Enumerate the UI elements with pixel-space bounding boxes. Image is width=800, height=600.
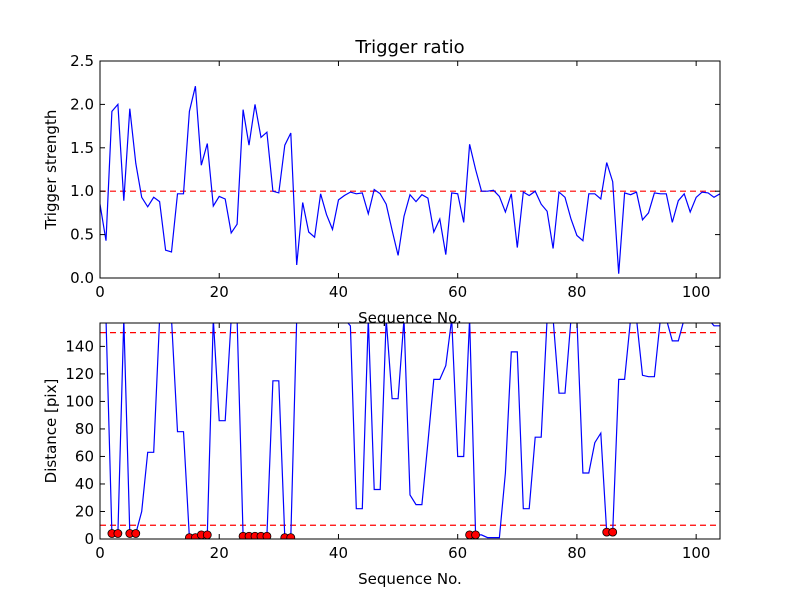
y-tick-label: 2.0 (70, 95, 94, 113)
y-tick-label: 60 (75, 447, 94, 465)
x-tick-label: 0 (95, 283, 105, 301)
marker-series (107, 527, 618, 539)
x-tick-label: 60 (448, 544, 467, 562)
plot-area (100, 86, 720, 274)
y-axis-label: Trigger strength (42, 110, 60, 231)
series-line (100, 86, 720, 274)
x-tick-label: 20 (210, 283, 229, 301)
data-point (286, 533, 296, 539)
plot-area (100, 323, 720, 539)
y-axis-label: Distance [pix] (42, 379, 60, 484)
y-tick-label: 100 (65, 392, 94, 410)
y-tick-label: 80 (75, 420, 94, 438)
chart-1: 0 20 40 60 80 100 0.0 0.5 1.0 1.5 2.0 2.5 Trigger ra… (42, 37, 721, 327)
x-tick-label: 20 (210, 544, 229, 562)
y-tick-label: 40 (75, 475, 94, 493)
y-tick-label: 0.5 (70, 226, 94, 244)
x-tick-label: 100 (682, 283, 711, 301)
x-tick-label: 80 (567, 283, 586, 301)
x-tick-label: 40 (329, 283, 348, 301)
y-tick-label: 120 (65, 365, 94, 383)
x-axis-label: Sequence No. (358, 570, 462, 588)
y-tick-label: 20 (75, 502, 94, 520)
y-tick-label: 2.5 (70, 52, 94, 70)
chart-title: Trigger ratio (354, 37, 464, 58)
y-tick-label: 1.0 (70, 182, 94, 200)
y-tick-label: 0 (84, 530, 94, 548)
x-tick-label: 60 (448, 283, 467, 301)
y-tick-label: 140 (65, 337, 94, 355)
x-tick-label: 80 (567, 544, 586, 562)
x-tick-label: 0 (95, 544, 105, 562)
chart-2: 0 20 40 60 80 100 0 20 40 60 80 100 120 140 Sequence N… (42, 322, 721, 588)
axes-frame (99, 60, 721, 279)
x-tick-label: 100 (682, 544, 711, 562)
series-line (105, 323, 720, 539)
data-point (262, 531, 272, 539)
data-point (131, 529, 141, 538)
data-point (202, 530, 212, 539)
data-point (608, 527, 618, 537)
axes-frame (99, 322, 721, 540)
y-tick-label: 1.5 (70, 139, 94, 157)
x-axis-label: Sequence No. (358, 309, 462, 327)
data-point (471, 530, 480, 539)
data-point (113, 529, 123, 538)
y-tick-label: 0.0 (70, 269, 94, 287)
x-tick-label: 40 (329, 544, 348, 562)
